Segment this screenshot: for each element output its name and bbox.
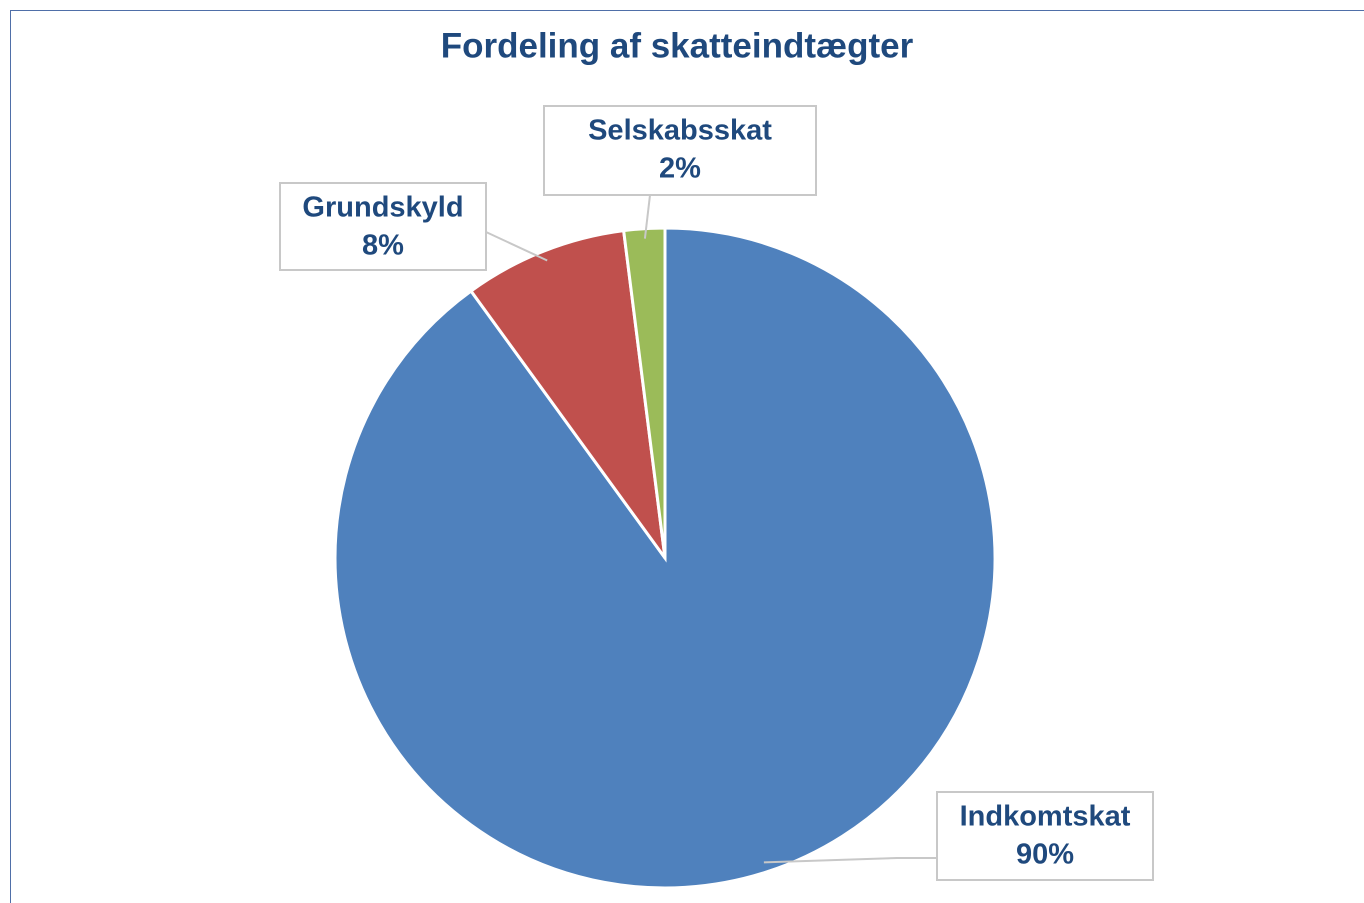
slice-label: Selskabsskat <box>588 115 772 147</box>
slice-value-label: 2% <box>659 153 701 185</box>
leader-line <box>763 857 937 864</box>
slice-value-label: 90% <box>1016 839 1074 871</box>
slice-label: Grundskyld <box>302 192 463 224</box>
label-box <box>279 182 487 271</box>
label-box <box>543 105 817 196</box>
chart-title: Fordeling af skatteindtægter <box>441 26 914 65</box>
label-box <box>936 791 1154 881</box>
pie-slice <box>621 226 667 559</box>
slice-label: Indkomtskat <box>960 801 1131 833</box>
leader-line <box>643 194 651 239</box>
slice-value-label: 8% <box>362 230 404 262</box>
leader-line <box>485 231 548 262</box>
chart-border <box>10 10 1364 903</box>
pie-slice <box>468 228 667 559</box>
